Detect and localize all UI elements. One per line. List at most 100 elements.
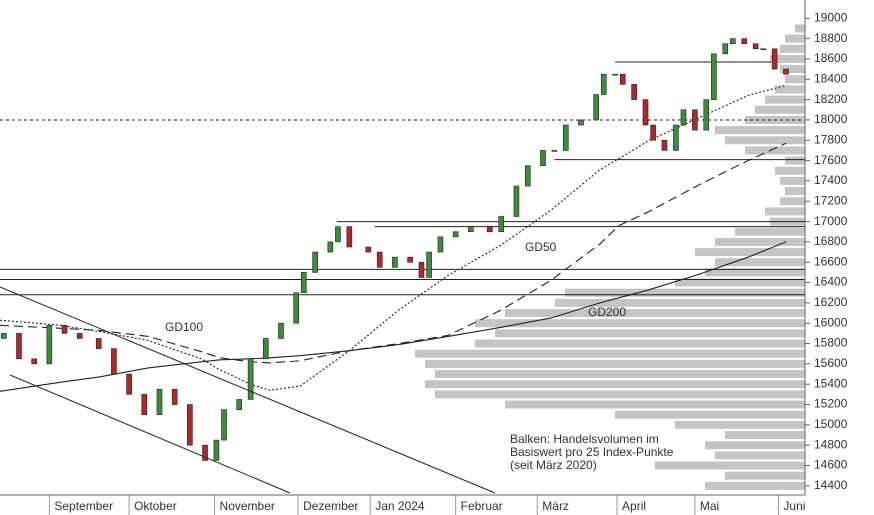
x-tick-label: September xyxy=(54,499,113,513)
y-tick-label: 14400 xyxy=(814,478,848,492)
trend-line xyxy=(0,286,496,494)
candle xyxy=(722,43,729,55)
volume-bar xyxy=(555,298,805,307)
candle xyxy=(202,444,208,461)
candle xyxy=(141,394,148,416)
volume-bar xyxy=(655,461,805,470)
candle xyxy=(407,256,413,263)
y-tick-label: 14800 xyxy=(814,437,848,451)
x-tick-label: Februar xyxy=(461,499,503,513)
volume-bar xyxy=(795,24,805,33)
candle xyxy=(673,124,679,151)
volume-bar xyxy=(425,359,805,368)
annotation: (seit März 2020) xyxy=(510,458,597,472)
volume-bar xyxy=(435,390,805,399)
volume-bar xyxy=(675,278,805,287)
volume-bar xyxy=(780,65,805,74)
y-tick-label: 19000 xyxy=(814,10,848,24)
series-label: GD100 xyxy=(165,320,203,334)
candle xyxy=(365,246,372,253)
volume-bar xyxy=(725,471,805,480)
candle xyxy=(426,251,432,278)
candle xyxy=(213,439,220,461)
y-tick-label: 18200 xyxy=(814,92,848,106)
candle xyxy=(312,251,318,273)
annotation: Balken: Handelsvolumen im xyxy=(510,432,659,446)
volume-bar xyxy=(785,75,805,84)
candle xyxy=(783,68,789,75)
candle xyxy=(156,388,163,416)
volume-bar xyxy=(725,136,805,145)
candle xyxy=(730,38,736,45)
candle xyxy=(551,150,558,152)
candle xyxy=(680,109,687,126)
candle xyxy=(468,226,474,233)
volume-bar xyxy=(435,370,805,379)
candle xyxy=(692,109,698,131)
x-tick-label: Dezember xyxy=(303,499,358,513)
candle xyxy=(300,272,307,294)
candle xyxy=(236,399,243,410)
candle xyxy=(327,241,334,253)
volume-bar xyxy=(785,34,805,43)
candle xyxy=(578,119,584,126)
volume-bar xyxy=(505,400,805,409)
candle xyxy=(513,185,520,217)
candle xyxy=(278,322,284,339)
y-tick-label: 15600 xyxy=(814,356,848,370)
y-tick-label: 16600 xyxy=(814,254,848,268)
candle xyxy=(31,358,37,365)
x-tick-label: Mai xyxy=(700,499,719,513)
y-tick-label: 18800 xyxy=(814,31,848,45)
y-tick-label: 18600 xyxy=(814,51,848,65)
y-tick-label: 18400 xyxy=(814,71,848,85)
y-tick-label: 15800 xyxy=(814,336,848,350)
x-tick-label: Jan 2024 xyxy=(375,499,425,513)
y-tick-label: 17600 xyxy=(814,153,848,167)
candle xyxy=(540,150,546,166)
candle xyxy=(76,333,83,339)
annotation: Basiswert pro 25 Index-Punkte xyxy=(510,445,674,459)
y-tick-label: 15400 xyxy=(814,376,848,390)
candle xyxy=(650,124,656,141)
candle xyxy=(418,261,425,278)
candle xyxy=(376,251,383,268)
volume-bar xyxy=(715,237,805,246)
trend-line xyxy=(9,374,291,494)
x-tick-label: April xyxy=(622,499,646,513)
volume-bar xyxy=(775,85,805,94)
volume-bar xyxy=(780,176,805,185)
candle xyxy=(61,324,68,334)
volume-bar xyxy=(735,227,805,236)
volume-bar xyxy=(755,105,805,114)
plot: 14400 14600 14800 15000 15200 15400 15600 15800… xyxy=(0,10,848,515)
candle xyxy=(741,38,748,45)
x-tick-label: Oktober xyxy=(134,499,177,513)
candle xyxy=(562,124,569,151)
candle xyxy=(392,256,398,268)
candle xyxy=(619,73,626,85)
x-tick-label: März xyxy=(542,499,569,513)
candle xyxy=(487,226,493,233)
volume-bar xyxy=(725,431,805,440)
volume-bar xyxy=(705,481,805,490)
volume-bar xyxy=(780,44,805,53)
y-tick-label: 15000 xyxy=(814,417,848,431)
moving-average xyxy=(0,84,787,391)
y-tick-label: 17000 xyxy=(814,214,848,228)
candle xyxy=(247,358,254,400)
candle xyxy=(631,84,637,100)
y-tick-label: 17400 xyxy=(814,173,848,187)
y-tick-label: 18000 xyxy=(814,112,848,126)
y-tick-label: 16800 xyxy=(814,234,848,248)
candle xyxy=(642,99,649,126)
y-tick-label: 17800 xyxy=(814,132,848,146)
volume-bar xyxy=(715,126,805,135)
y-tick-label: 14600 xyxy=(814,458,848,472)
volume-bar xyxy=(785,156,805,165)
candle xyxy=(187,404,193,446)
x-tick-label: Juni xyxy=(783,499,805,513)
candle xyxy=(498,216,505,233)
candle xyxy=(111,348,117,375)
candle xyxy=(0,333,7,339)
